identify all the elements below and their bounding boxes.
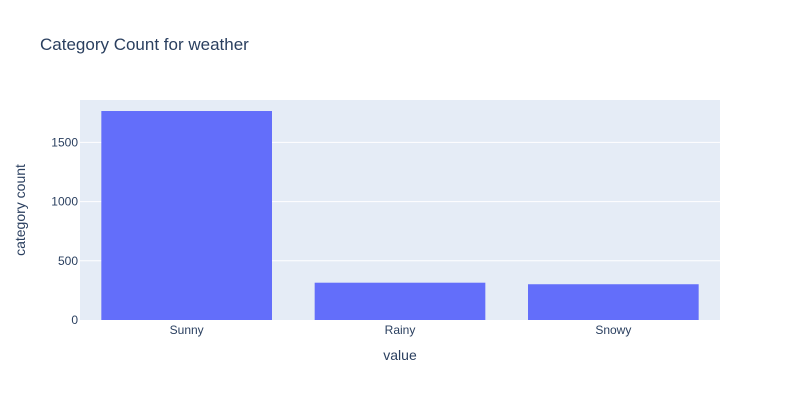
x-tick-label: Snowy [595,323,631,337]
y-tick-label: 500 [58,254,78,268]
x-tick-labels: Sunny Rainy Snowy [170,323,632,337]
x-tick-label: Rainy [385,323,416,337]
bar-rainy [314,282,486,320]
bar-sunny [101,111,272,320]
x-tick-label: Sunny [170,323,204,337]
y-tick-label: 1000 [51,195,78,209]
y-tick-labels: 0 500 1000 1500 [51,135,78,327]
chart-title: Category Count for weather [40,35,249,54]
bar-snowy [528,284,699,320]
y-tick-label: 1500 [51,135,78,149]
y-tick-label: 0 [71,313,78,327]
x-axis-title: value [383,347,417,363]
bars [101,111,699,320]
y-axis-title: category count [12,164,28,256]
